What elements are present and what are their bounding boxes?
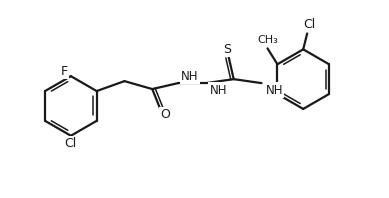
Text: NH: NH (265, 84, 283, 97)
Text: NH: NH (210, 84, 228, 97)
Text: CH₃: CH₃ (257, 35, 278, 45)
Text: NH: NH (181, 70, 198, 83)
Text: F: F (60, 65, 67, 78)
Text: O: O (160, 108, 170, 121)
Text: Cl: Cl (65, 137, 77, 150)
Text: Cl: Cl (303, 18, 315, 31)
Text: S: S (223, 43, 231, 56)
